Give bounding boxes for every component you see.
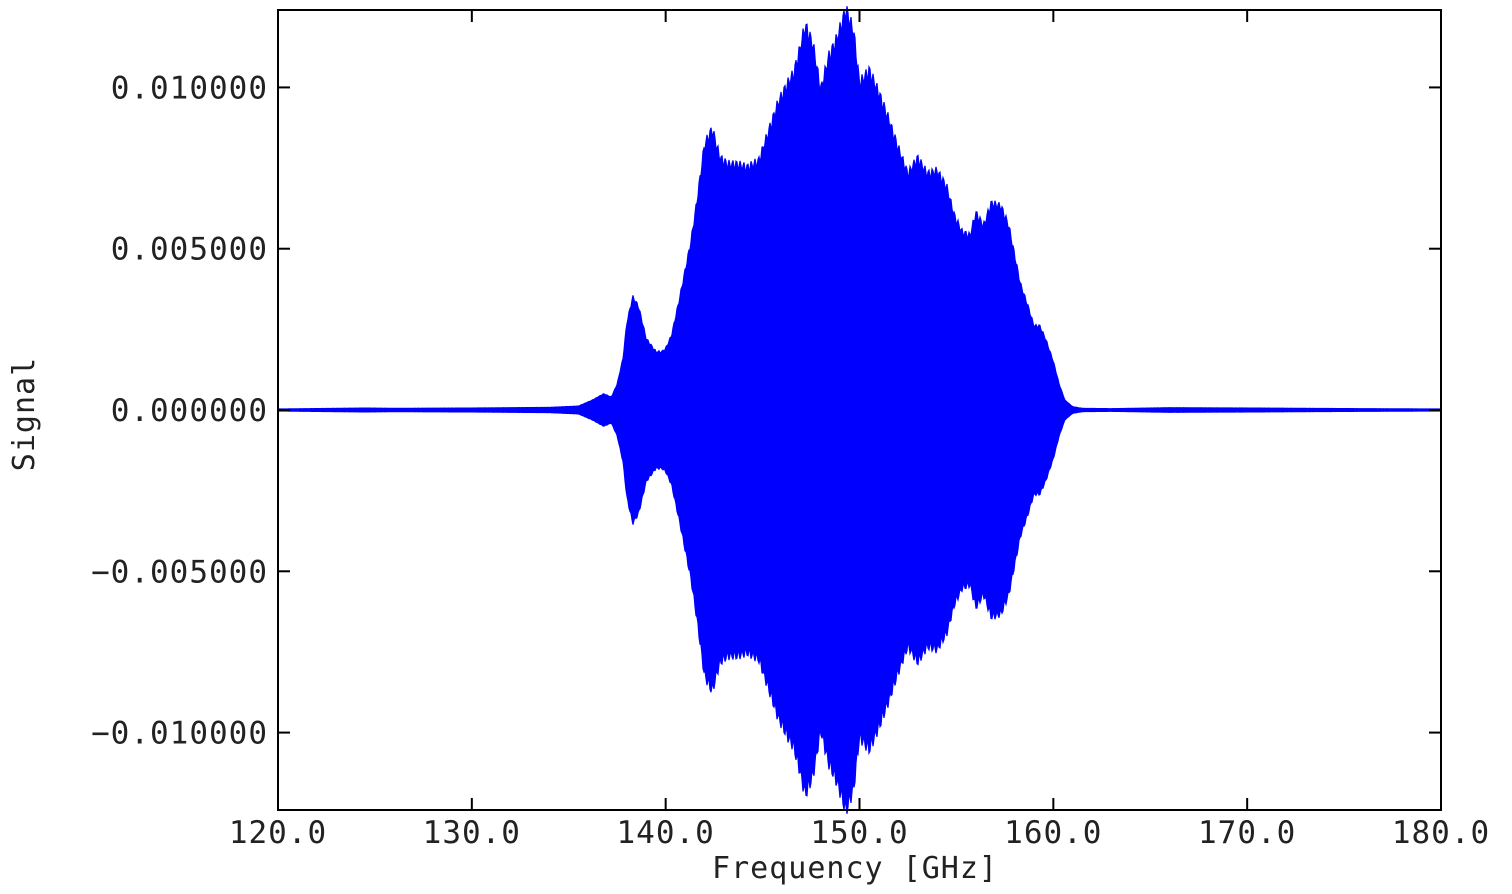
x-tick-label: 170.0 xyxy=(1198,815,1296,851)
signal-series xyxy=(277,6,1442,814)
x-tick-label: 150.0 xyxy=(810,815,908,851)
x-axis: 120.0 130.0 140.0 150.0 160.0 170.0 180.0 xyxy=(229,10,1490,851)
x-tick-label: 140.0 xyxy=(617,815,715,851)
x-tick-label: 180.0 xyxy=(1392,815,1490,851)
x-tick-label: 120.0 xyxy=(229,815,327,851)
y-tick-label: −0.010000 xyxy=(91,716,268,752)
x-tick-label: 160.0 xyxy=(1004,815,1102,851)
y-tick-label: −0.005000 xyxy=(91,554,268,590)
x-tick-label: 130.0 xyxy=(423,815,521,851)
plot-area xyxy=(277,6,1442,814)
y-axis-title: Signal xyxy=(7,357,42,471)
y-tick-label: 0.010000 xyxy=(111,70,268,106)
y-axis: 0.010000 0.005000 0.000000 −0.005000 −0.0100… xyxy=(91,70,1441,752)
y-tick-label: 0.005000 xyxy=(111,232,268,268)
x-axis-title: Frequency [GHz] xyxy=(712,851,998,886)
y-tick-label: 0.000000 xyxy=(111,393,268,429)
